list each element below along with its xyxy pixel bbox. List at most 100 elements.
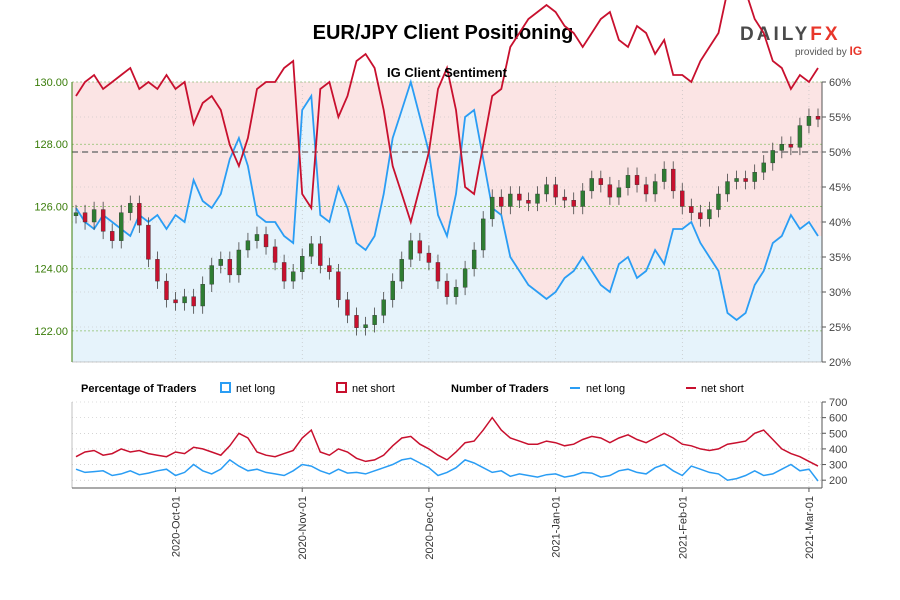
candle-body — [643, 184, 649, 195]
candle-body — [598, 178, 604, 185]
candle-body — [471, 249, 477, 269]
candle-body — [218, 259, 223, 266]
y-right-tick-label: 45% — [829, 182, 851, 194]
candle-body — [73, 212, 79, 216]
candle-body — [652, 181, 658, 195]
candle-body — [354, 315, 359, 328]
y-right-tick-label: 30% — [829, 287, 851, 299]
legend-short-swatch — [336, 382, 347, 393]
candle-body — [245, 240, 251, 251]
candle-body — [562, 196, 567, 201]
candle-body — [734, 178, 739, 182]
y-bottom-tick-label: 700 — [829, 397, 847, 409]
candle-body — [363, 324, 368, 328]
chart-title: EUR/JPY Client Positioning — [312, 22, 574, 44]
candle-body — [661, 168, 667, 182]
candle-body — [707, 209, 712, 220]
candle-body — [227, 259, 233, 276]
candle-body — [761, 162, 766, 173]
candle-body — [119, 212, 124, 241]
logo-daily: DAILY — [740, 24, 811, 45]
y-right-tick-label: 20% — [829, 357, 851, 369]
legend-num-long-label: net long — [586, 383, 625, 395]
candle-body — [200, 284, 205, 307]
candle-body — [788, 144, 794, 148]
y-left-tick-label: 124.00 — [34, 264, 68, 276]
candle-body — [327, 265, 332, 272]
candle-body — [779, 144, 785, 151]
dailyfx-logo: DAILYFX provided by IG — [740, 24, 870, 58]
candle-body — [806, 116, 812, 126]
y-right-tick-label: 50% — [829, 147, 851, 159]
candle-body — [815, 116, 821, 120]
x-tick-label: 2020-Nov-01 — [297, 496, 309, 560]
candle-body — [164, 280, 169, 300]
candle-body — [544, 184, 549, 195]
candle-body — [453, 287, 459, 297]
candle-body — [526, 200, 531, 204]
candle-body — [281, 262, 287, 282]
candle-body — [381, 299, 386, 316]
logo-provided-text: provided by — [795, 47, 847, 58]
chart-subtitle: IG Client Sentiment — [387, 65, 508, 80]
y-right-tick-label: 60% — [829, 77, 851, 89]
y-right-tick-label: 35% — [829, 252, 851, 264]
x-tick-label: 2021-Jan-01 — [551, 496, 563, 558]
y-bottom-tick-label: 200 — [829, 475, 847, 487]
candle-body — [435, 262, 441, 282]
y-right-tick-label: 55% — [829, 112, 851, 124]
logo-fx: FX — [810, 24, 841, 45]
pct-short-line — [75, 0, 819, 226]
legend-pct-long-label: net long — [236, 383, 275, 395]
candle-body — [743, 178, 748, 182]
x-tick-label: 2021-Feb-01 — [677, 496, 689, 559]
candle-body — [417, 240, 423, 254]
x-tick-label: 2020-Oct-01 — [171, 496, 183, 557]
long-sentiment-area — [72, 82, 822, 362]
legend-long-swatch — [220, 382, 231, 393]
candle-body — [191, 296, 196, 307]
y-left-tick-label: 130.00 — [34, 77, 68, 89]
logo-provided-by: provided by IG — [795, 44, 870, 58]
legend-pct-short-label: net short — [352, 383, 395, 395]
candle-body — [616, 187, 622, 198]
candle-body — [752, 172, 757, 182]
short-sentiment-area — [72, 82, 822, 320]
candle-body — [490, 196, 495, 220]
num-short-line — [75, 416, 819, 467]
y-bottom-tick-label: 500 — [829, 428, 847, 440]
y-bottom-tick-label: 600 — [829, 413, 847, 425]
candle-body — [444, 280, 450, 297]
candle-body — [634, 175, 640, 185]
candle-body — [236, 249, 242, 276]
legend-pct-title: Percentage of Traders — [81, 383, 197, 395]
y-right-tick-label: 25% — [829, 322, 851, 334]
candle-body — [571, 200, 576, 207]
candle-body — [173, 299, 178, 304]
candle-body — [263, 234, 269, 248]
candle-body — [671, 168, 676, 192]
candle-body — [589, 178, 594, 192]
candle-body — [408, 240, 414, 260]
candle-body — [137, 203, 142, 226]
y-bottom-tick-label: 300 — [829, 460, 847, 472]
candle-body — [689, 206, 694, 213]
candle-body — [508, 193, 513, 207]
candle-body — [517, 193, 522, 201]
candle-body — [480, 218, 486, 251]
candle-body — [770, 150, 775, 164]
candle-body — [698, 212, 703, 220]
candle-body — [290, 271, 296, 282]
y-right-tick-label: 40% — [829, 217, 851, 229]
candle-body — [336, 271, 341, 300]
candle-body — [100, 209, 106, 232]
candle-body — [399, 259, 404, 282]
candle-body — [91, 209, 97, 223]
candle-body — [607, 184, 613, 198]
candle-body — [128, 203, 133, 213]
candle-body — [372, 315, 377, 325]
candle-body — [553, 184, 558, 198]
num-long-line — [75, 457, 819, 482]
logo-wordmark: DAILYFX — [740, 24, 870, 46]
